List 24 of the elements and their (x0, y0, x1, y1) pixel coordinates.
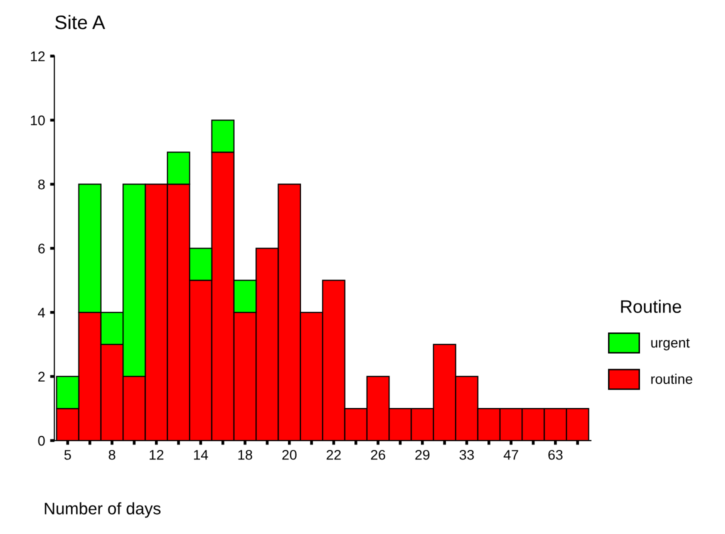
x-tick-label: 29 (415, 450, 430, 460)
legend-title: Routine (621, 300, 682, 313)
x-tick-label: 47 (504, 450, 518, 460)
x-tick-label: 63 (548, 450, 563, 460)
chart-title: Site A (55, 14, 106, 30)
x-tick-label: 12 (150, 450, 164, 460)
y-tick-label: 0 (38, 436, 45, 446)
x-tick-label: 14 (194, 450, 208, 460)
y-tick-label: 12 (30, 51, 45, 62)
legend-label: routine (651, 374, 692, 384)
y-tick-label: 2 (38, 372, 45, 382)
y-tick-label: 6 (38, 244, 45, 254)
y-tick-label: 10 (30, 115, 45, 126)
x-tick-label: 5 (64, 450, 71, 460)
x-axis-title: Number of days (44, 502, 161, 518)
y-tick-label: 8 (38, 180, 45, 190)
x-tick-label: 22 (326, 450, 341, 460)
x-tick-label: 8 (108, 450, 116, 460)
y-tick-label: 4 (38, 308, 45, 318)
x-tick-label: 18 (238, 450, 252, 460)
legend-label: urgent (651, 338, 690, 350)
x-tick-label: 20 (282, 450, 297, 460)
x-tick-label: 33 (460, 450, 474, 460)
x-tick-label: 26 (371, 450, 386, 460)
